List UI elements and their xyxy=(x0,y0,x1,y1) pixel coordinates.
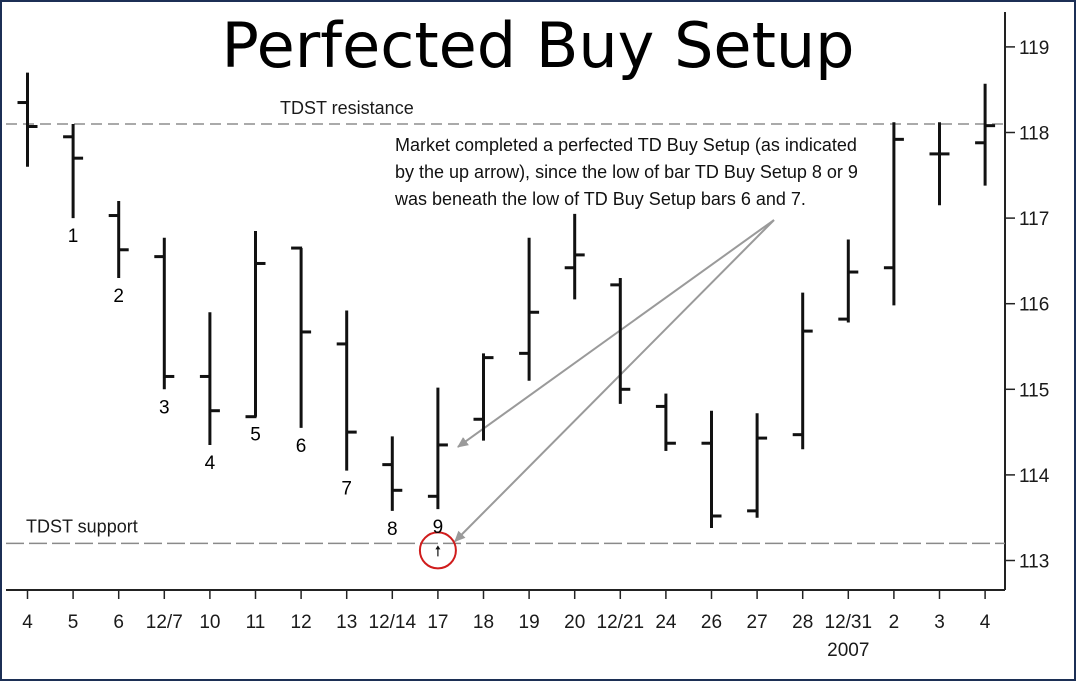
x-tick-label: 19 xyxy=(519,612,540,633)
y-tick-label: 114 xyxy=(1019,466,1050,487)
y-tick-label: 116 xyxy=(1019,295,1049,316)
x-tick-label: 12 xyxy=(291,612,312,633)
annotation-line: by the up arrow), since the low of bar T… xyxy=(395,162,858,182)
ohlc-bar xyxy=(17,72,38,167)
x-tick-label: 2 xyxy=(889,612,900,633)
x-tick-label: 5 xyxy=(68,612,79,633)
x-tick-label: 27 xyxy=(747,612,768,633)
y-tick-label: 119 xyxy=(1019,38,1049,59)
ohlc-bar xyxy=(427,387,448,510)
setup-count-label: 1 xyxy=(68,226,79,247)
tdst-support-label: TDST support xyxy=(26,516,138,536)
x-tick-label: 13 xyxy=(336,612,357,633)
x-tick-label: 12/31 xyxy=(825,612,873,633)
setup-count-label: 7 xyxy=(341,479,352,500)
setup-count-label: 6 xyxy=(296,436,307,457)
ohlc-bar xyxy=(610,278,631,404)
setup-count-label: 2 xyxy=(113,286,124,307)
y-tick-label: 113 xyxy=(1019,552,1049,573)
ohlc-bar xyxy=(883,122,904,306)
ohlc-bar xyxy=(747,413,768,518)
ohlc-bar xyxy=(929,122,950,206)
setup-count-label: 5 xyxy=(250,425,261,446)
setup-count-label: 3 xyxy=(159,397,170,418)
x-tick-label: 24 xyxy=(655,612,677,633)
x-tick-label: 10 xyxy=(199,612,220,633)
ohlc-bar xyxy=(792,292,813,450)
chart-title: Perfected Buy Setup xyxy=(221,9,854,82)
ohlc-bar xyxy=(154,237,175,390)
x-tick-label: 12/7 xyxy=(146,612,183,633)
annotation-line: was beneath the low of TD Buy Setup bars… xyxy=(394,189,806,209)
ohlc-bar xyxy=(63,123,84,219)
x-tick-label: 18 xyxy=(473,612,494,633)
ohlc-bar xyxy=(245,230,266,419)
ohlc-bar xyxy=(701,410,722,528)
setup-count-label: 4 xyxy=(205,453,216,474)
x-tick-label: 26 xyxy=(701,612,722,633)
ohlc-bar xyxy=(382,436,403,511)
ohlc-bar xyxy=(838,239,859,323)
ohlc-bar xyxy=(108,200,129,279)
year-label: 2007 xyxy=(827,640,869,661)
x-tick-label: 20 xyxy=(564,612,585,633)
ohlc-bar xyxy=(655,393,676,451)
setup-count-label: 9 xyxy=(433,517,444,538)
x-tick-label: 12/21 xyxy=(597,612,645,633)
x-tick-label: 6 xyxy=(113,612,124,633)
ohlc-bar xyxy=(473,353,494,441)
up-arrow-head xyxy=(435,545,441,550)
perfection-circle xyxy=(418,531,457,570)
x-tick-label: 11 xyxy=(246,612,266,633)
ohlc-bar xyxy=(336,310,357,471)
annotation-line: Market completed a perfected TD Buy Setu… xyxy=(395,135,857,155)
ohlc-bar xyxy=(519,237,540,381)
pointer-arrow-close xyxy=(457,219,775,448)
pointer-arrow-arrow xyxy=(454,219,775,543)
y-tick-label: 118 xyxy=(1019,124,1049,145)
x-tick-label: 3 xyxy=(934,612,945,633)
tdst-resistance-label: TDST resistance xyxy=(280,98,414,118)
x-tick-label: 4 xyxy=(980,612,991,633)
y-tick-label: 117 xyxy=(1019,209,1049,230)
setup-count-label: 8 xyxy=(387,519,398,540)
ohlc-bar xyxy=(199,312,220,445)
x-tick-label: 17 xyxy=(427,612,448,633)
ohlc-bar xyxy=(564,213,585,300)
x-tick-label: 4 xyxy=(22,612,33,633)
x-tick-label: 28 xyxy=(792,612,813,633)
x-tick-label: 12/14 xyxy=(369,612,417,633)
ohlc-bar xyxy=(975,83,996,186)
y-tick-label: 115 xyxy=(1019,380,1049,401)
ohlc-bar xyxy=(291,246,312,428)
